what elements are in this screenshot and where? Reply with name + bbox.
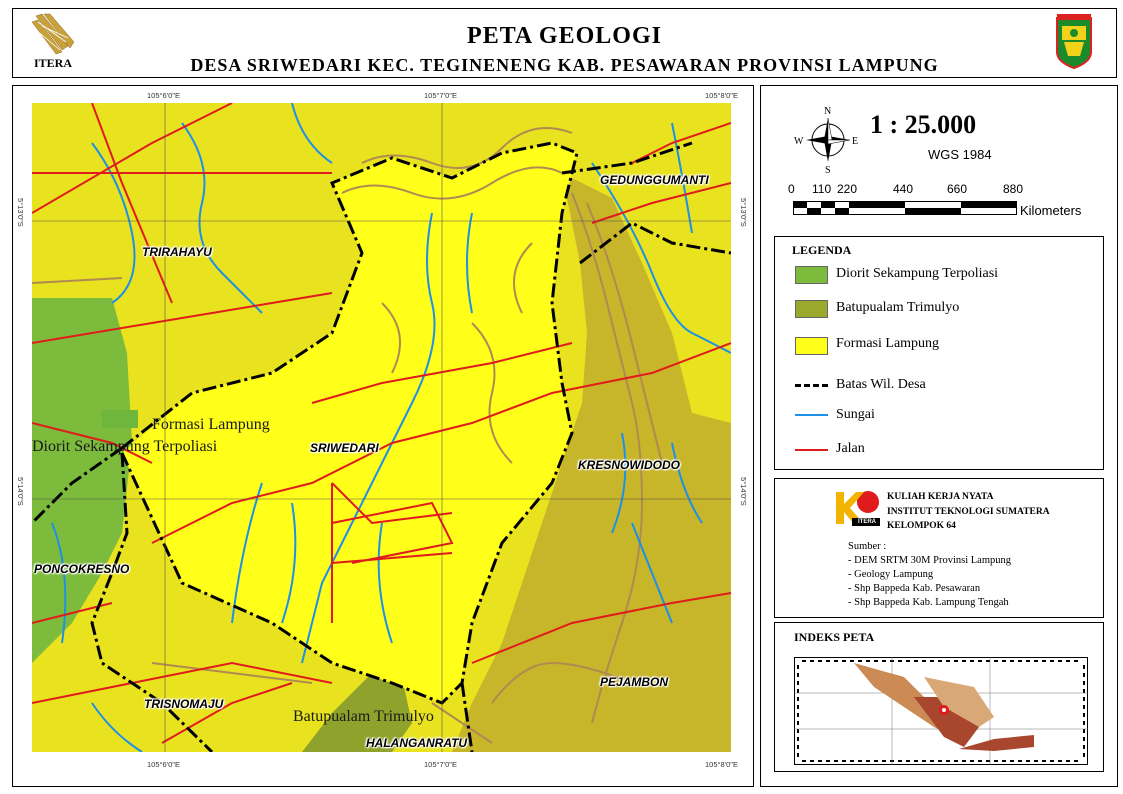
compass-n: N — [824, 106, 832, 117]
grid-label-bottom-1: 105°6'0"E — [147, 760, 180, 769]
graticule — [32, 103, 731, 752]
grid-label-bottom-3: 105°8'0"E — [705, 760, 738, 769]
scale-tick-1: 110 — [812, 182, 832, 196]
legend-item-batupualam: Batupualam Trimulyo — [836, 300, 960, 315]
scale-ratio: 1 : 25.000 — [870, 110, 977, 139]
geology-label-batupualam: Batupualam Trimulyo — [293, 708, 434, 725]
scale-tick-0: 0 — [788, 182, 795, 196]
map-title: PETA GEOLOGI — [467, 23, 662, 49]
geology-label-diorit: Diorit Sekampung Terpoliasi — [32, 438, 218, 455]
info-panel — [760, 85, 1118, 787]
source-2: - Geology Lampung — [848, 569, 934, 580]
geology-label-swatch — [102, 410, 138, 428]
geology-label-formasi: Formasi Lampung — [152, 416, 270, 433]
geology-map[interactable] — [32, 103, 731, 752]
grid-label-top-1: 105°6'0"E — [147, 91, 180, 100]
compass-s: S — [825, 165, 831, 176]
contour-lines — [32, 127, 663, 744]
title-block: PETA GEOLOGI DESA SRIWEDARI KEC. TEGINEN… — [12, 8, 1117, 78]
label-sriwedari: SRIWEDARI — [310, 441, 379, 455]
itera-logo — [31, 13, 75, 55]
compass-w: W — [794, 136, 804, 147]
diorit-sekampung-area — [32, 298, 132, 663]
label-pejambon: PEJAMBON — [600, 675, 669, 689]
compass-e: E — [852, 136, 859, 147]
legend-line-boundary — [795, 384, 828, 387]
legend-item-boundary: Batas Wil. Desa — [836, 377, 926, 392]
source-title: Sumber : — [848, 541, 887, 552]
scale-bar — [793, 201, 1017, 215]
grid-label-bottom-2: 105°7'0"E — [424, 760, 457, 769]
label-kresnowidodo: KRESNOWIDODO — [578, 458, 680, 472]
map-subtitle: DESA SRIWEDARI KEC. TEGINENENG KAB. PESA… — [190, 55, 939, 75]
credit-panel — [774, 478, 1104, 618]
river-lines — [51, 103, 731, 752]
grid-label-left-1: 5°13'0"S — [16, 198, 25, 227]
source-3: - Shp Bappeda Kab. Pesawaran — [848, 583, 981, 594]
scale-tick-2: 220 — [837, 182, 858, 196]
grid-label-top-2: 105°7'0"E — [424, 91, 457, 100]
batupualam-area — [452, 173, 731, 752]
legend-item-river: Sungai — [836, 407, 875, 422]
village-boundary — [32, 141, 731, 752]
legend-swatch-batupualam — [795, 300, 828, 318]
kkn-logo-text: ITERA — [858, 519, 876, 525]
legend-swatch-formasi — [795, 337, 828, 355]
legend-item-road: Jalan — [836, 441, 865, 456]
itera-logo-text: ITERA — [34, 56, 73, 70]
credit-line3: KELOMPOK 64 — [887, 521, 956, 531]
legend-swatch-diorit — [795, 266, 828, 284]
datum-label: WGS 1984 — [928, 147, 992, 162]
pesawaran-logo — [1056, 14, 1092, 70]
scale-tick-5: 880 — [1003, 182, 1024, 196]
source-1: - DEM SRTM 30M Provinsi Lampung — [848, 555, 1012, 566]
label-trisnomaju: TRISNOMAJU — [144, 697, 224, 711]
legend-item-formasi: Formasi Lampung — [836, 336, 940, 351]
label-trirahayu: TRIRAHAYU — [142, 245, 212, 259]
legend-title: LEGENDA — [792, 243, 852, 257]
label-poncokresno: PONCOKRESNO — [34, 562, 130, 576]
legend-item-diorit: Diorit Sekampung Terpoliasi — [836, 266, 999, 281]
grid-label-right-1: 5°13'0"S — [739, 198, 748, 227]
legend-line-river — [795, 414, 828, 416]
legend-line-road — [795, 449, 828, 451]
batupualam-south-area — [302, 673, 412, 752]
source-4: - Shp Bappeda Kab. Lampung Tengah — [848, 597, 1009, 608]
index-map-title: INDEKS PETA — [794, 630, 875, 644]
north-arrow-icon — [806, 117, 851, 162]
grid-label-right-2: 5°14'0"S — [739, 477, 748, 506]
grid-label-left-2: 5°14'0"S — [16, 477, 25, 506]
credit-line2: INSTITUT TEKNOLOGI SUMATERA — [887, 507, 1050, 517]
kkn-logo — [836, 491, 880, 526]
label-gedunggumanti: GEDUNGGUMANTI — [600, 173, 709, 187]
label-halanganratu: HALANGANRATU — [366, 736, 468, 750]
scale-tick-4: 660 — [947, 182, 968, 196]
scale-unit: Kilometers — [1020, 203, 1082, 218]
legend-panel — [774, 236, 1104, 470]
index-map — [794, 657, 1088, 765]
sriwedari-area — [122, 143, 577, 703]
credit-line1: KULIAH KERJA NYATA — [887, 492, 994, 502]
grid-label-top-3: 105°8'0"E — [705, 91, 738, 100]
scale-tick-3: 440 — [893, 182, 914, 196]
